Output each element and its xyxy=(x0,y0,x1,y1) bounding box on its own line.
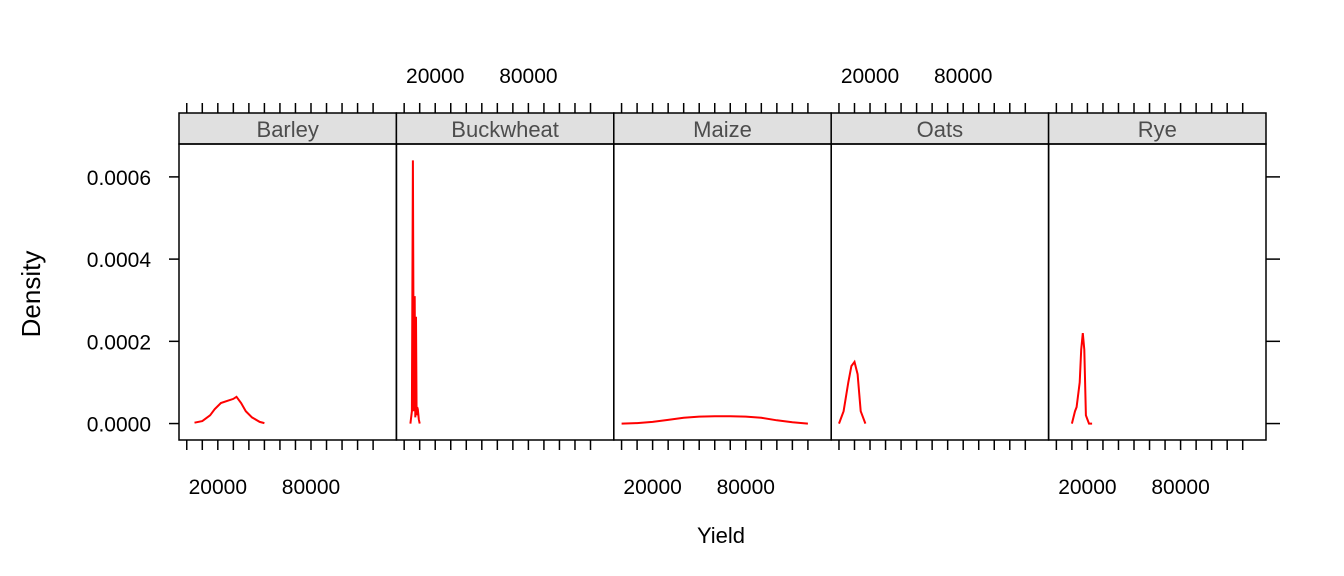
y-tick-label: 0.0002 xyxy=(87,331,151,354)
x-ticks-panel-1: 20000 80000 xyxy=(186,103,374,499)
y-tick-label: 0.0000 xyxy=(87,414,151,437)
x-tick-label: 80000 xyxy=(499,65,557,88)
density-line-oats xyxy=(838,359,867,424)
strip-barley xyxy=(178,112,398,145)
x-tick-label: 20000 xyxy=(623,476,681,499)
y-tick-label: 0.0006 xyxy=(87,167,151,190)
x-tick-label: 20000 xyxy=(189,476,247,499)
x-tick-label: 20000 xyxy=(1058,476,1116,499)
x-tick-label: 80000 xyxy=(717,476,775,499)
panel-buckwheat: Buckwheat xyxy=(395,112,615,441)
panel-frame xyxy=(830,143,1050,441)
panel-rye: Rye xyxy=(1047,112,1267,441)
y-axis: 0.0000 0.0002 0.0004 0.0006 xyxy=(87,167,1280,437)
panel-barley: Barley xyxy=(178,112,398,441)
panel-frame xyxy=(395,143,615,441)
y-tick-label: 0.0004 xyxy=(87,249,152,272)
strip-label: Maize xyxy=(693,117,752,142)
y-axis-title: Density xyxy=(16,251,46,338)
strip-label: Barley xyxy=(257,117,319,142)
x-tick-label: 80000 xyxy=(1151,476,1209,499)
x-ticks-panel-3: 20000 80000 xyxy=(620,103,809,499)
x-tick-label: 20000 xyxy=(841,65,899,88)
x-ticks-panel-2: 20000 80000 xyxy=(403,65,592,450)
strip-label: Rye xyxy=(1138,117,1177,142)
panel-oats: Oats xyxy=(830,112,1050,441)
strip-label: Oats xyxy=(917,117,963,142)
x-tick-label: 80000 xyxy=(934,65,992,88)
x-ticks-panel-5: 20000 80000 xyxy=(1055,103,1244,499)
x-tick-label: 20000 xyxy=(406,65,464,88)
density-line-barley xyxy=(194,395,265,425)
x-axis-title: Yield xyxy=(697,523,745,548)
strip-buckwheat xyxy=(395,112,615,145)
density-line-buckwheat xyxy=(409,160,421,424)
x-tick-label: 80000 xyxy=(282,476,340,499)
panel-frame xyxy=(178,143,398,441)
strip-label: Buckwheat xyxy=(451,117,559,142)
density-line-rye xyxy=(1070,333,1093,425)
axes-layer: 20000 80000 20000 80000 20000 80000 20000 80000… xyxy=(87,65,1280,499)
panel-maize: Maize xyxy=(613,112,832,441)
density-line-maize xyxy=(621,415,808,425)
panel-frame xyxy=(1047,143,1267,441)
x-ticks-panel-4: 20000 80000 xyxy=(838,65,1027,450)
panels-layer: Barley Buckwheat Maize Oats Rye xyxy=(178,112,1267,441)
panel-frame xyxy=(613,143,832,441)
